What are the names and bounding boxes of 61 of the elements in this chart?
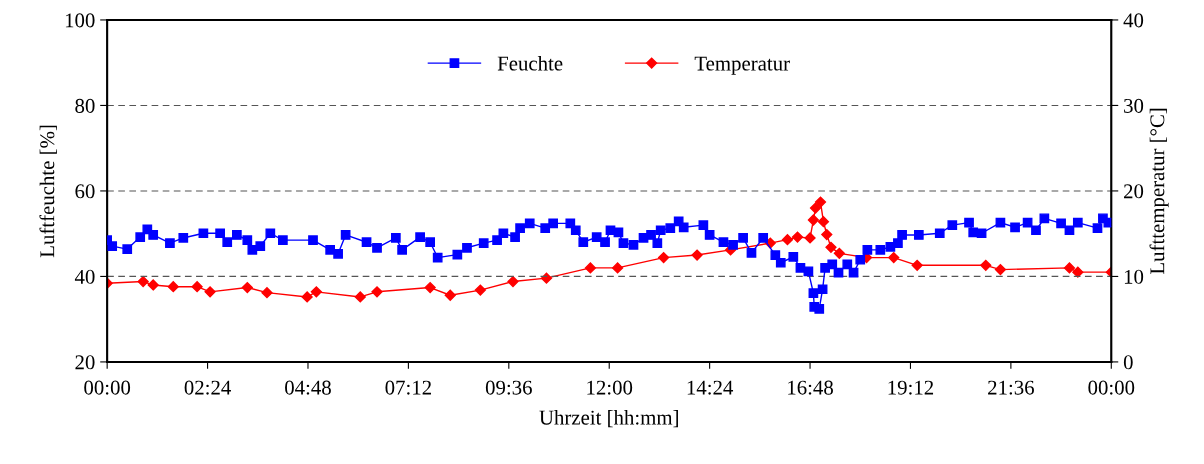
x-tick-label: 00:00 [84, 380, 131, 395]
point [807, 214, 820, 226]
point [191, 281, 203, 293]
y-tick-label: 40 [74, 269, 95, 284]
y-tick-label: 60 [75, 184, 95, 199]
point [474, 284, 486, 296]
point [791, 231, 804, 243]
point [825, 241, 837, 253]
x-tick-label: 12:00 [587, 380, 633, 395]
point [817, 216, 830, 228]
point [611, 262, 624, 274]
point [261, 287, 273, 299]
point [980, 259, 992, 271]
point [1063, 262, 1076, 274]
y2-axis-title: Lufttemperatur [°C] [1149, 108, 1169, 275]
point [691, 249, 703, 261]
point [167, 281, 179, 293]
x-axis-title: Uhrzeit [hh:mm] [539, 409, 678, 428]
x-tick-label: 14:24 [687, 380, 734, 395]
point [241, 281, 253, 294]
x-tick-label: 04:48 [285, 380, 331, 395]
y2-tick-label: 20 [1124, 184, 1144, 199]
point [507, 275, 519, 288]
point [781, 234, 794, 246]
point [371, 286, 383, 298]
point [540, 272, 553, 284]
legend-label: Feuchte [497, 55, 563, 71]
x-tick-label: 02:24 [184, 380, 231, 395]
y2-tick-label: 10 [1124, 269, 1144, 284]
y-tick-label: 20 [75, 355, 95, 370]
y2-tick-label: 0 [1123, 355, 1133, 370]
x-tick-label: 07:12 [385, 380, 431, 395]
legend-label: Temperatur [694, 56, 790, 75]
point [310, 286, 322, 298]
point [833, 247, 845, 259]
point [354, 291, 366, 303]
x-tick-label: 00:00 [1088, 380, 1135, 395]
y2-tick-label: 40 [1123, 13, 1144, 28]
point [137, 275, 149, 288]
point [809, 202, 822, 214]
x-tick-label: 16:48 [788, 380, 833, 395]
point [301, 291, 313, 303]
point [1072, 266, 1084, 278]
point [821, 228, 833, 241]
y-tick-label: 80 [75, 98, 95, 113]
point [204, 286, 216, 298]
x-tick-label: 09:36 [485, 380, 532, 395]
point [444, 289, 456, 301]
point [147, 279, 159, 291]
point [814, 196, 827, 208]
point [994, 263, 1007, 276]
y2-tick-label: 30 [1124, 98, 1144, 113]
point [658, 252, 670, 264]
point [584, 262, 597, 274]
y-tick-label: 100 [65, 13, 95, 28]
y-axis-title: Luftfeuchte [%] [39, 125, 57, 258]
point [888, 252, 900, 264]
point [911, 259, 923, 271]
x-tick-label: 21:36 [988, 380, 1034, 395]
x-tick-label: 19:12 [888, 380, 934, 395]
point [424, 281, 436, 294]
